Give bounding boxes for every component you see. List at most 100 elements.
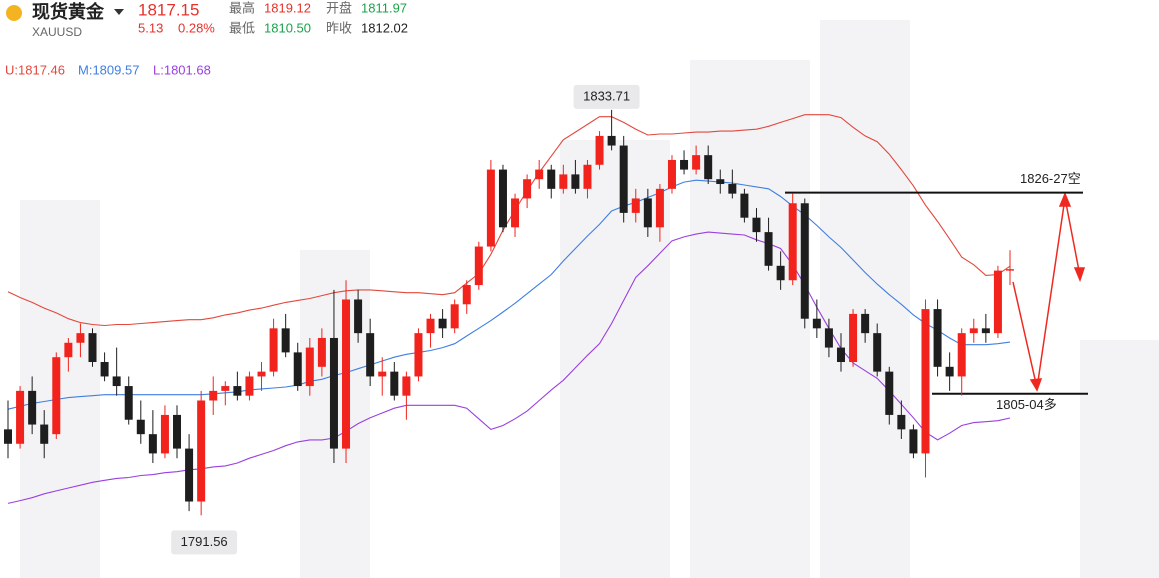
- title: 现货黄金: [32, 1, 105, 22]
- candle-body: [885, 371, 894, 415]
- candle-body: [402, 376, 411, 396]
- level-label: 1805-04多: [996, 397, 1057, 412]
- candle-body: [233, 386, 242, 396]
- forecast-arrows: [1012, 192, 1086, 392]
- candle-body: [136, 419, 145, 435]
- candle-body: [28, 390, 37, 425]
- candle-body: [426, 318, 435, 334]
- candle-body: [52, 357, 61, 435]
- candle-body: [812, 318, 821, 329]
- candle-body: [124, 386, 133, 420]
- candle-body: [88, 333, 97, 363]
- candle-body: [173, 414, 182, 449]
- candle-body: [692, 155, 701, 170]
- candle-body: [873, 333, 882, 372]
- stat-label: 开盘: [326, 0, 352, 15]
- candle-body: [511, 198, 520, 228]
- candle-body: [861, 313, 870, 334]
- candle-body: [197, 400, 206, 502]
- candle-body: [76, 333, 85, 343]
- candle-body: [897, 414, 906, 430]
- candle-body: [4, 429, 12, 444]
- band-legend: L:1801.68: [153, 62, 211, 77]
- candle-body: [486, 169, 495, 247]
- candle-body: [957, 333, 966, 377]
- candle-body: [257, 371, 266, 377]
- label-box: [573, 84, 640, 109]
- candle-body: [969, 328, 978, 334]
- candle-body: [583, 164, 592, 189]
- candle-body: [740, 193, 749, 218]
- candle-body: [607, 135, 616, 146]
- candle-body: [354, 299, 363, 334]
- candle-body: [704, 155, 713, 180]
- candle-body: [474, 246, 483, 286]
- candle-body: [716, 179, 725, 185]
- high-label: 1833.71: [583, 88, 630, 103]
- candle-body: [269, 328, 278, 372]
- candle-body: [643, 198, 652, 228]
- candle-body: [764, 232, 773, 266]
- candle-body: [631, 198, 640, 213]
- change: 5.13: [138, 20, 163, 35]
- label-box: [171, 530, 238, 555]
- candle-body: [221, 386, 230, 391]
- candle-body: [317, 337, 326, 367]
- candle-body: [342, 299, 351, 449]
- band-line: [7, 114, 1011, 327]
- symbol: XAUUSD: [32, 25, 82, 39]
- candle-body: [752, 217, 761, 233]
- candle-body: [667, 159, 676, 189]
- dropdown[interactable]: [114, 9, 124, 15]
- candle-body: [209, 390, 218, 401]
- candle-body: [112, 376, 121, 387]
- candle-body: [571, 174, 580, 189]
- candle-body: [462, 285, 471, 305]
- change-pct: 0.28%: [178, 20, 215, 35]
- candle-body: [100, 362, 109, 377]
- candle-body: [993, 270, 1002, 334]
- candle-body: [390, 371, 399, 396]
- candle-body: [293, 352, 302, 387]
- candle-body: [849, 313, 858, 363]
- band-line: [7, 179, 1011, 410]
- band-legend: U:1817.46: [5, 62, 65, 77]
- candle-body: [438, 318, 447, 329]
- candle-body: [498, 169, 507, 228]
- candle-body: [414, 333, 423, 377]
- low-label: 1791.56: [181, 534, 228, 549]
- candle-body: [281, 328, 290, 353]
- candle-body: [559, 174, 568, 189]
- candle-body: [680, 159, 689, 170]
- candle-body: [1006, 269, 1014, 271]
- candle-body: [655, 188, 664, 228]
- candle-body: [185, 448, 194, 502]
- candle-body: [378, 371, 387, 377]
- candle-body: [523, 179, 532, 199]
- candle-body: [981, 328, 990, 334]
- candle-body: [148, 434, 157, 454]
- candle-body: [64, 342, 73, 358]
- stat-value: 1810.50: [264, 20, 311, 35]
- stat-value: 1819.12: [264, 0, 311, 15]
- gold-icon: [6, 5, 22, 21]
- candle-body: [245, 376, 254, 396]
- candle-body: [450, 304, 459, 329]
- candle-body: [800, 203, 809, 319]
- stat-label: 最低: [229, 20, 255, 35]
- stat-label: 昨收: [326, 20, 352, 35]
- stat-value: 1812.02: [361, 20, 408, 35]
- candle-body: [788, 203, 797, 281]
- candle-body: [824, 328, 833, 348]
- candle-body: [933, 309, 942, 367]
- candle-body: [776, 265, 785, 281]
- stat-label: 最高: [229, 0, 255, 15]
- candle-body: [329, 337, 338, 449]
- stat-value: 1811.97: [361, 0, 407, 15]
- candle-body: [160, 414, 169, 454]
- price: 1817.15: [138, 0, 199, 19]
- level-label: 1826-27空: [1020, 171, 1081, 186]
- candle-body: [728, 184, 737, 194]
